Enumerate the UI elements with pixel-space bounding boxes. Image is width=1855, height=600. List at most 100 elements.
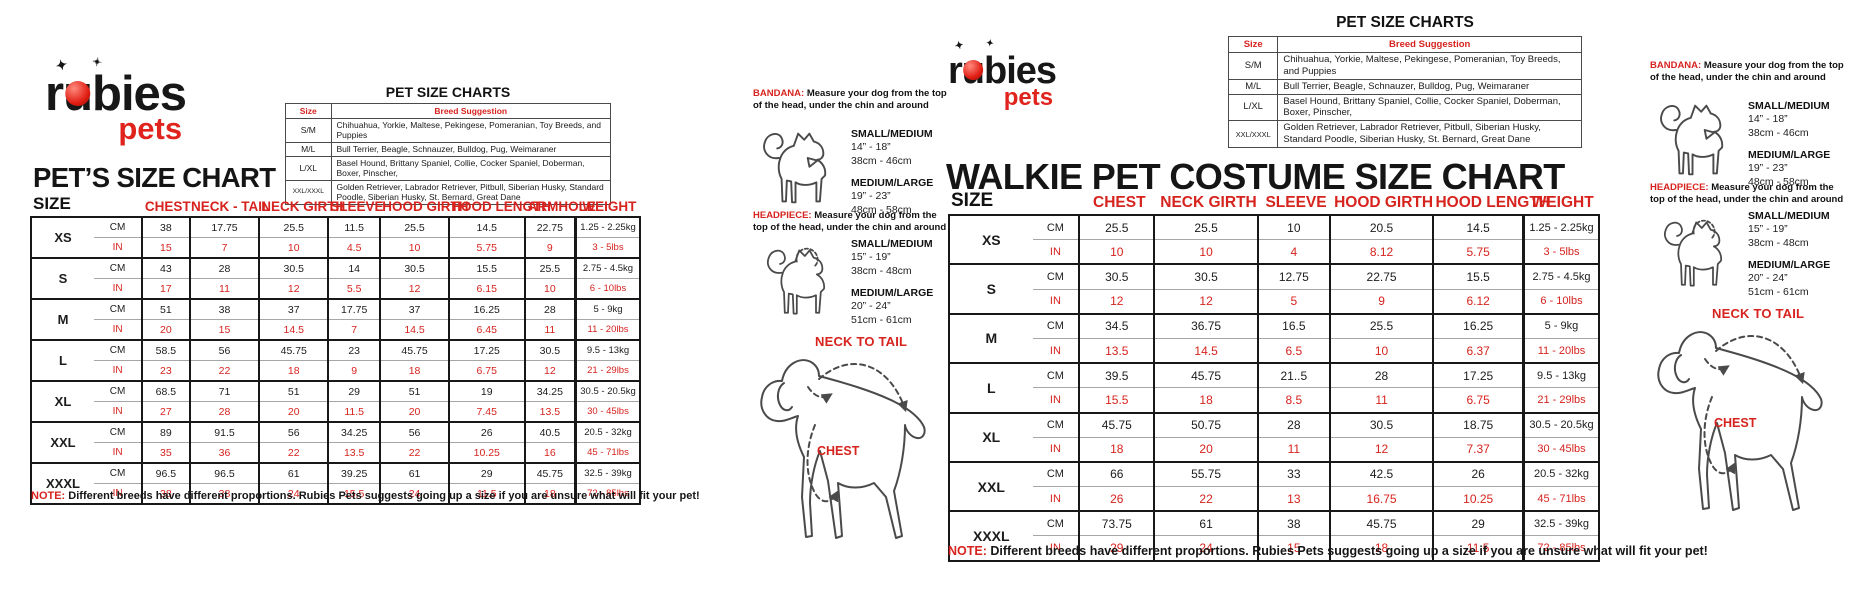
bandana-note: BANDANA: Measure your dog from the top o… (1650, 60, 1844, 84)
unit-in-label: IN (112, 447, 123, 458)
cm-value: 21..5 (1256, 362, 1330, 389)
column-header-weight: WEIGHT (582, 199, 637, 214)
cm-value: 38 (188, 298, 260, 320)
in-value: 15 (1256, 535, 1330, 561)
cm-value: 14.5 (1432, 214, 1524, 241)
in-value: 3 - 5lbs (1521, 239, 1599, 265)
in-value: 20 (141, 319, 190, 340)
dog-headpiece-icon (1652, 208, 1742, 300)
cm-value: 39.25 (327, 462, 381, 484)
measurement-guide: BANDANA: Measure your dog from the top o… (753, 88, 958, 600)
headpiece-note-label: HEADPIECE: (753, 210, 812, 221)
cm-value: 25.5 (1153, 214, 1258, 241)
in-value: 18 (379, 360, 449, 381)
in-value: 5 (1256, 289, 1330, 314)
cm-value: 26 (447, 421, 525, 443)
breed-row: L/XL Basel Hound, Brittany Spaniel, Colli… (285, 155, 611, 181)
size-range-entry: MEDIUM/LARGE 20” - 24” 51cm - 61cm (851, 287, 957, 327)
in-value: 15 (188, 319, 260, 340)
breed-table: Size Breed Suggestion S/M Chihuahua, Yorkie… (1227, 36, 1582, 148)
size-row-cm: S CM 30.5 30.5 12.75 22.75 15.5 2.75 - 4.5kg (949, 263, 1599, 314)
in-value: 4 (1256, 239, 1330, 265)
size-label: M (31, 298, 94, 340)
breed-size-label: S/M (1227, 51, 1279, 80)
cm-value: 32.5 - 39kg (574, 462, 640, 484)
sparkle-icon: ✦ (985, 37, 994, 49)
in-value: 6.5 (1256, 338, 1330, 364)
size-row-in: IN 23 22 18 9 18 6.75 12 21 - 29lbs (31, 360, 640, 381)
size-range-name: MEDIUM/LARGE (1748, 259, 1831, 271)
cm-value: 14 (327, 257, 381, 279)
cm-value: 30.5 - 20.5kg (574, 380, 640, 402)
cm-value: 2.75 - 4.5kg (574, 257, 640, 279)
in-value: 13 (1256, 486, 1330, 512)
size-range-entry: MEDIUM/LARGE 20” - 24” 51cm - 61cm (1748, 259, 1854, 299)
breed-column-header: Breed Suggestion (1277, 36, 1582, 53)
cm-value: 61 (1153, 510, 1258, 537)
unit-in-label: IN (112, 406, 123, 417)
size-range-entry: SMALL/MEDIUM 14” - 18” 38cm - 46cm (851, 128, 957, 168)
cm-value: 71 (188, 380, 260, 402)
bandana-note: BANDANA: Measure your dog from the top o… (753, 88, 947, 112)
dog-measurement-diagram-icon (1657, 331, 1823, 511)
in-value: 7 (188, 237, 260, 258)
size-row-in: IN 26 22 13 16.75 10.25 45 - 71lbs (949, 486, 1599, 512)
breed-list: Basel Hound, Brittany Spaniel, Collie, C… (1277, 93, 1582, 122)
in-value: 6.75 (447, 360, 525, 381)
in-value: 6.15 (447, 278, 525, 299)
in-value: 45 - 71lbs (574, 442, 640, 463)
in-value: 24 (258, 483, 329, 504)
cm-value: 96.5 (188, 462, 260, 484)
breed-list: Golden Retriever, Labrador Retriever, Pi… (1277, 120, 1582, 148)
in-value: 28 (188, 401, 260, 422)
cm-value: 51 (141, 298, 190, 320)
pets-wordmark: pets (118, 111, 183, 146)
size-label: XXL (949, 460, 1033, 512)
size-row-cm: XL CM 68.5 71 51 29 51 19 34.25 30.5 - 20.5kg (31, 380, 640, 422)
cm-value: 26 (1432, 460, 1524, 488)
rubies-wordmark: ru✦✦bies (948, 38, 1057, 90)
breed-list: Bull Terrier, Beagle, Schnauzer, Bulldog… (1277, 78, 1582, 95)
size-row-in: IN 20 15 14.5 7 14.5 6.45 11 11 - 20lbs (31, 319, 640, 340)
in-value: 16 (523, 442, 576, 463)
size-row-in: IN 15.5 18 8.5 11 6.75 21 - 29lbs (949, 387, 1599, 413)
cm-value: 37 (379, 298, 449, 320)
size-range-name: SMALL/MEDIUM (851, 238, 933, 250)
unit-cm-label: CM (93, 339, 143, 361)
note-label: NOTE: (31, 490, 66, 502)
cm-value: 56 (258, 421, 329, 443)
sizing-note: NOTE: Different breeds have different pr… (31, 490, 700, 502)
breed-size-label: XXL/XXXL (285, 179, 332, 206)
cm-value: 43 (141, 257, 190, 279)
rubies-pets-logo: ru✦✦bies pets (948, 38, 1057, 110)
in-value: 7.37 (1432, 437, 1524, 462)
breed-list: Chihuahua, Yorkie, Maltese, Pekingese, P… (1277, 51, 1582, 80)
in-value: 11 (188, 278, 260, 299)
unit-in-label: IN (112, 488, 123, 499)
in-value: 12 (1078, 289, 1155, 314)
cm-value: 25.5 (258, 216, 329, 238)
cm-value: 20.5 - 32kg (574, 421, 640, 443)
headpiece-note: HEADPIECE: Measure your dog from the top… (1650, 182, 1844, 206)
column-header-hood-length: HOOD LENGTH (451, 199, 551, 214)
size-column-header: Size (285, 103, 332, 119)
cm-value: 29 (447, 462, 525, 484)
in-value: 4.5 (327, 237, 381, 258)
size-range-inches: 14” - 18” (851, 141, 891, 154)
breed-size-label: M/L (1227, 78, 1279, 95)
breed-row: XXL/XXXL Golden Retriever, Labrador Retri… (285, 179, 611, 206)
walkie-costume-size-table: SIZE CHEST NECK GIRTH SLEEVE HOOD GIRTH HOOD … (948, 190, 1600, 562)
size-row-in: IN 13.5 14.5 6.5 10 6.37 11 - 20lbs (949, 338, 1599, 364)
in-value: 11 (1328, 387, 1434, 413)
in-value: 24 (379, 483, 449, 504)
breed-header-row: Size Breed Suggestion (285, 103, 611, 119)
column-header-chest: CHEST (1093, 194, 1146, 211)
size-range-inches: 20” - 24” (851, 300, 891, 313)
logo-letter-u: u✦✦ (54, 55, 102, 119)
in-value: 5.75 (1432, 239, 1524, 265)
in-value: 6.45 (447, 319, 525, 340)
cm-value: 1.25 - 2.25kg (574, 216, 640, 238)
cm-value: 89 (141, 421, 190, 443)
cm-value: 22.75 (523, 216, 576, 238)
in-value: 21 - 29lbs (574, 360, 640, 381)
